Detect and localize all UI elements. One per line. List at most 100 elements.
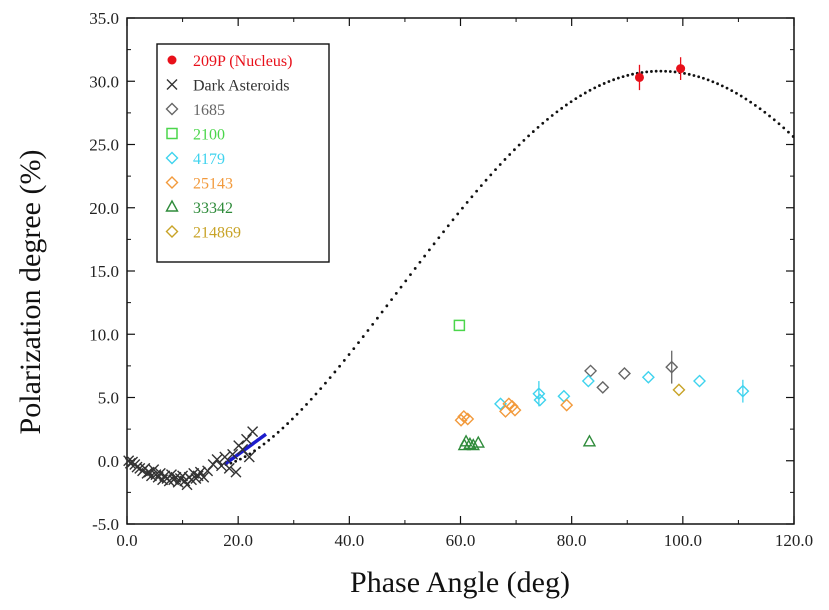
y-tick-label: 5.0	[98, 389, 119, 408]
fit-curve-dot	[229, 461, 233, 465]
data-point	[219, 451, 231, 463]
data-point	[243, 451, 255, 463]
fit-curve-dot	[664, 69, 668, 73]
fit-curve-dot	[390, 298, 393, 301]
fit-curve-dot	[413, 267, 417, 270]
fit-curve-dot	[697, 75, 701, 79]
fit-curve-dot	[456, 212, 460, 216]
legend: 209P (Nucleus) Dark Asteroids 1685 2100 4179…	[156, 43, 330, 263]
fit-curve-dot	[281, 426, 285, 430]
fit-curve-dot	[380, 310, 384, 314]
fit-curve-dot	[706, 78, 710, 82]
fit-curve-dot	[238, 457, 242, 461]
fit-curve-dot	[588, 88, 592, 92]
fit-curve-dot	[531, 130, 535, 133]
data-point	[665, 360, 679, 374]
fit-curve-solid	[223, 432, 267, 466]
fit-curve-dot	[276, 430, 280, 434]
y-tick-label: 0.0	[98, 452, 119, 471]
fit-curve-dot	[461, 206, 464, 210]
fit-curve-dot	[687, 72, 691, 76]
fit-curve-dot	[338, 364, 342, 368]
fit-curve-dot	[560, 106, 564, 110]
data-point	[641, 370, 655, 384]
fit-curve-dot	[446, 224, 450, 228]
fit-curve-dotted	[220, 69, 795, 467]
legend-label: 1685	[193, 102, 225, 119]
data-point	[453, 319, 466, 332]
y-tick-label: 35.0	[89, 9, 119, 28]
fit-curve-dot	[749, 100, 753, 104]
x-axis-title: Phase Angle (deg)	[350, 566, 570, 599]
fit-curve-dot	[569, 100, 573, 104]
fit-curve-dot	[555, 110, 559, 114]
series-214869	[672, 383, 686, 397]
data-point	[194, 466, 206, 478]
fit-curve-dot	[234, 459, 238, 463]
fit-curve-dot	[243, 455, 247, 459]
x-tick-label: 20.0	[223, 531, 253, 550]
fit-curve-dot	[295, 412, 299, 416]
legend-marker	[165, 102, 179, 116]
fit-curve-dot	[716, 82, 719, 86]
fit-curve-dot	[768, 114, 771, 118]
fit-curve-dot	[720, 84, 724, 88]
fit-curve-dot	[465, 200, 469, 204]
y-tick-label: 15.0	[89, 262, 119, 281]
fit-curve-dot	[494, 168, 497, 172]
data-point	[596, 380, 610, 394]
fit-curve-dot	[399, 285, 403, 289]
data-point	[582, 434, 597, 447]
fit-curve-dot	[319, 387, 323, 391]
fit-curve-dot	[536, 125, 540, 129]
fit-curve-dot	[347, 353, 351, 356]
data-point	[617, 366, 631, 380]
fit-curve-dot	[305, 402, 308, 406]
fit-curve-dot	[668, 70, 672, 73]
y-tick-label: 20.0	[89, 199, 119, 218]
series-2100	[453, 319, 466, 332]
data-point	[584, 364, 598, 378]
legend-box	[156, 43, 330, 263]
y-tick-label: -5.0	[92, 515, 119, 534]
fit-curve-dot	[376, 316, 379, 320]
fit-curve-dot	[409, 273, 412, 277]
series-33342	[457, 434, 597, 451]
fit-curve-dot	[418, 260, 422, 264]
fit-curve-dot	[744, 97, 748, 101]
series-dark-asteroids	[123, 426, 259, 491]
fit-curve-dot	[286, 422, 290, 425]
fit-curve-dot	[508, 153, 512, 156]
series-4179	[494, 370, 750, 411]
data-point	[676, 64, 686, 74]
data-point	[241, 433, 252, 445]
fit-curve-dot	[739, 94, 743, 98]
data-point	[533, 393, 547, 407]
fit-curve-dot	[772, 118, 776, 122]
fit-curve-dot	[272, 434, 275, 438]
fit-curve-dot	[479, 184, 483, 188]
data-point	[230, 466, 242, 478]
fit-curve-dot	[753, 103, 757, 107]
fit-curve-dot	[579, 94, 582, 98]
legend-marker	[165, 225, 179, 238]
x-tick-label: 120.0	[775, 531, 813, 550]
series-25143	[454, 397, 574, 427]
fit-curve-dot	[324, 381, 327, 385]
fit-curve-dot	[725, 86, 729, 90]
legend-label: Dark Asteroids	[193, 78, 289, 95]
data-point	[198, 471, 210, 483]
fit-curve-dot	[616, 76, 620, 80]
fit-curve-dot	[546, 117, 549, 121]
data-point	[508, 403, 522, 417]
fit-curve-dot	[598, 84, 601, 87]
fit-curve-dot	[442, 230, 445, 234]
fit-curve-dot	[333, 370, 337, 374]
y-tick-label: 25.0	[89, 136, 119, 155]
data-point	[211, 453, 223, 465]
fit-curve-dot	[574, 97, 578, 101]
data-point	[227, 448, 239, 460]
legend-label: 33342	[193, 200, 233, 217]
fit-curve-dot	[253, 449, 256, 453]
data-point	[736, 384, 750, 398]
